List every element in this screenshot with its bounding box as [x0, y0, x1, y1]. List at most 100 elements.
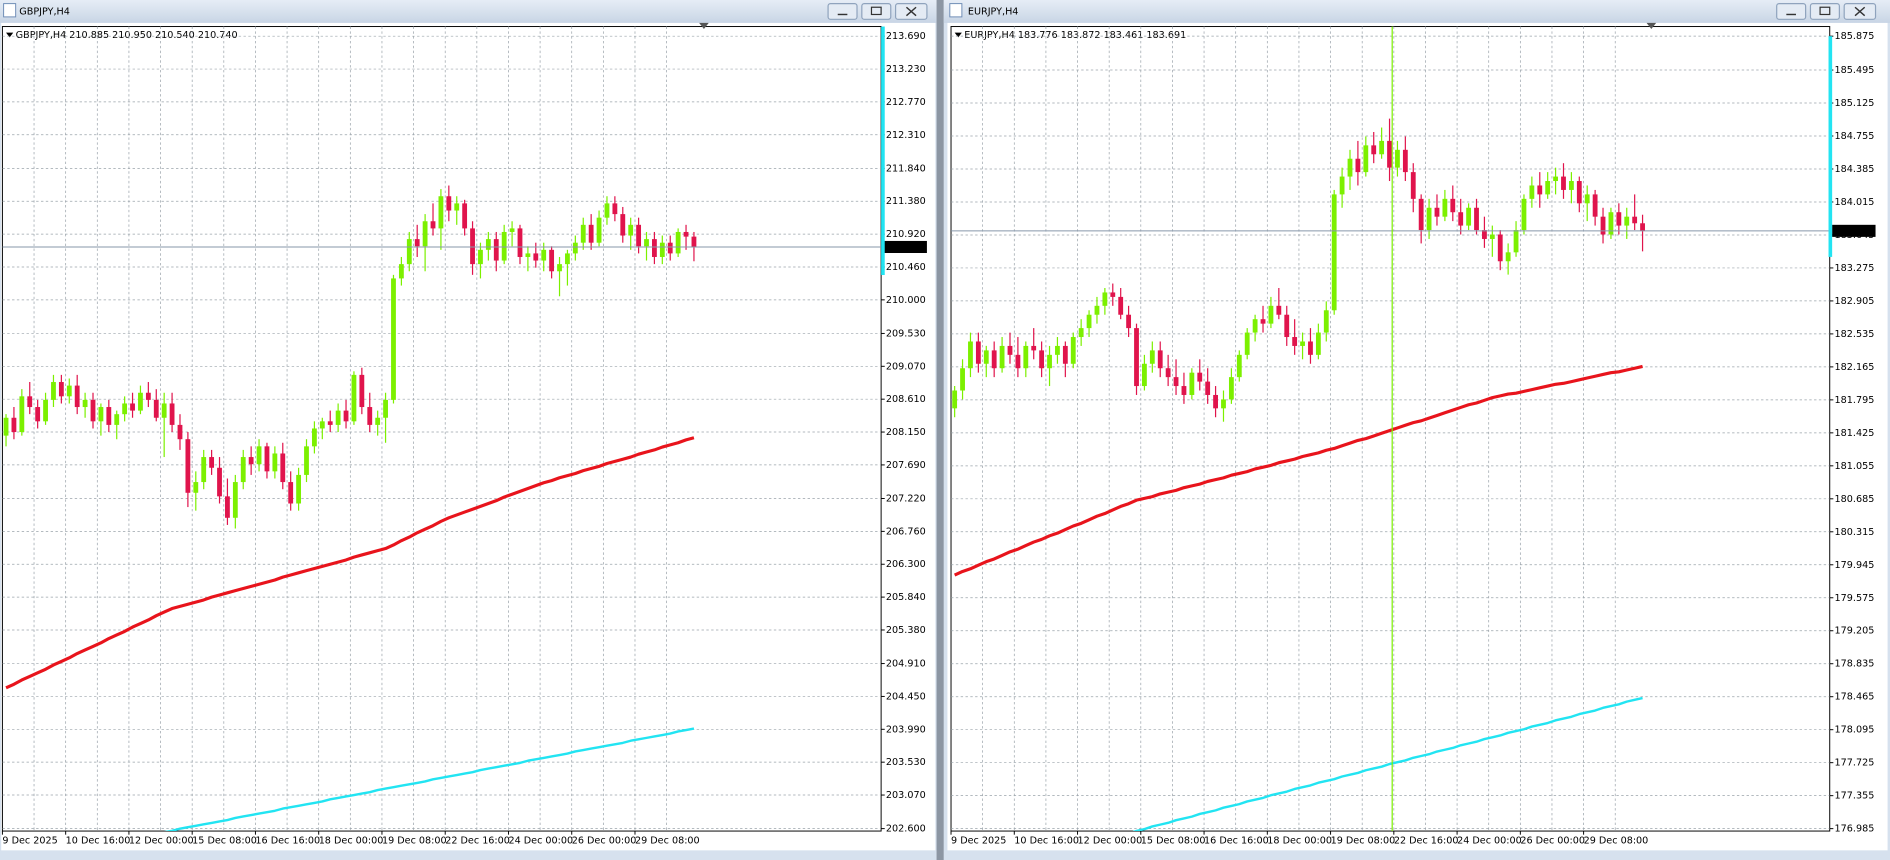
y-tick-label: 213.690	[886, 31, 926, 42]
candle-body	[1323, 310, 1329, 333]
candle-body	[549, 249, 555, 272]
candle-body	[1252, 319, 1258, 333]
y-tick-label: 184.385	[1835, 164, 1875, 175]
last-price-label: 183.691	[1835, 226, 1875, 237]
candle-body	[1023, 345, 1029, 369]
chart-header: EURJPY,H4 183.776 183.872 183.461 183.69…	[964, 30, 1186, 41]
candle-body	[1236, 354, 1242, 378]
candle-body	[27, 396, 33, 408]
candle-body	[217, 467, 222, 497]
x-tick-label: 15 Dec 08:00	[192, 836, 257, 847]
candle-body	[422, 221, 428, 247]
chart-header: GBPJPY,H4 210.885 210.950 210.540 210.74…	[16, 30, 238, 41]
candle-body	[145, 392, 151, 400]
minimize-button[interactable]	[827, 3, 858, 20]
minimize-button[interactable]	[1776, 3, 1807, 20]
y-tick-label: 177.355	[1835, 791, 1875, 802]
moving-average-line	[1132, 696, 1643, 832]
y-tick-label: 203.990	[886, 724, 926, 735]
y-tick-label: 176.985	[1835, 824, 1875, 835]
y-tick-label: 213.230	[886, 64, 926, 75]
candle-body	[375, 417, 381, 425]
candle-body	[1173, 377, 1179, 387]
y-tick-label: 202.600	[886, 824, 926, 835]
candle-body	[580, 224, 586, 243]
candle-body	[398, 264, 404, 279]
y-tick-label: 185.875	[1835, 31, 1875, 42]
candle-body	[1402, 149, 1408, 173]
y-tick-label: 203.530	[886, 757, 926, 768]
y-tick-label: 183.275	[1835, 263, 1875, 274]
y-tick-label: 212.310	[886, 130, 926, 141]
candle-body	[430, 221, 436, 229]
y-tick-label: 185.495	[1835, 65, 1875, 76]
candle-body	[1142, 363, 1147, 387]
candle-body	[98, 407, 104, 422]
candle-body	[991, 350, 997, 369]
chart-area[interactable]	[947, 22, 1888, 851]
title-bar[interactable]	[0, 0, 937, 23]
candle-body	[470, 228, 475, 265]
plot-border	[950, 26, 1831, 832]
x-tick-label: 9 Dec 2025	[951, 836, 1006, 847]
candle-body	[1576, 181, 1582, 204]
candle-body	[185, 439, 191, 493]
last-price-label: 210.740	[886, 242, 926, 253]
y-tick-label: 209.530	[886, 328, 926, 339]
candle-body	[161, 403, 167, 418]
candle-body	[533, 253, 539, 261]
chart-area[interactable]	[1, 22, 936, 851]
header-triangle	[6, 32, 14, 38]
y-tick-label: 182.535	[1835, 329, 1875, 340]
candle-body	[501, 231, 507, 261]
candle-body	[106, 407, 112, 425]
candle-body	[604, 203, 610, 218]
candle-body	[201, 457, 207, 483]
candle-body	[1387, 140, 1392, 168]
candle-body	[485, 239, 491, 250]
candle-body	[335, 410, 341, 425]
candle-body	[1418, 198, 1424, 231]
candle-body	[248, 457, 254, 465]
x-tick-label: 12 Dec 00:00	[1078, 836, 1143, 847]
y-tick-label: 178.095	[1835, 725, 1875, 736]
candle-body	[525, 253, 531, 257]
candle-body	[1007, 345, 1013, 355]
candle-body	[541, 249, 547, 261]
title-bar[interactable]	[943, 0, 1890, 23]
candle-body	[288, 482, 294, 504]
candle-body	[351, 374, 357, 422]
candle-body	[1047, 354, 1052, 369]
candle-body	[1624, 216, 1630, 226]
y-tick-label: 182.165	[1835, 362, 1875, 373]
candle-body	[557, 264, 562, 272]
y-tick-label: 179.945	[1835, 560, 1875, 571]
maximize-button[interactable]	[861, 3, 892, 20]
y-tick-label: 184.015	[1835, 197, 1875, 208]
candle-body	[517, 228, 523, 257]
maximize-button[interactable]	[1809, 3, 1840, 20]
y-tick-label: 182.905	[1835, 296, 1875, 307]
shift-marker	[1646, 22, 1657, 29]
candle-body	[1118, 296, 1124, 315]
candle-body	[1450, 198, 1456, 213]
candle-body	[1308, 341, 1313, 355]
moving-average-line	[954, 364, 1643, 577]
candle-body	[1300, 341, 1305, 346]
candle-body	[999, 345, 1005, 369]
candle-body	[1521, 198, 1527, 231]
candle-body	[659, 242, 665, 257]
candle-body	[1221, 399, 1226, 409]
candle-body	[90, 399, 96, 422]
candle-body	[1315, 332, 1321, 355]
last-price-box	[883, 240, 927, 254]
overlay	[699, 22, 1833, 832]
y-tick-label: 211.840	[886, 163, 926, 174]
candle-body	[1600, 216, 1606, 235]
candle-body	[169, 403, 175, 425]
y-tick-label: 180.685	[1835, 494, 1875, 505]
candle-body	[1632, 216, 1638, 224]
candle-body	[983, 350, 989, 364]
x-tick-label: 22 Dec 16:00	[1394, 836, 1459, 847]
candle-body	[319, 421, 325, 429]
